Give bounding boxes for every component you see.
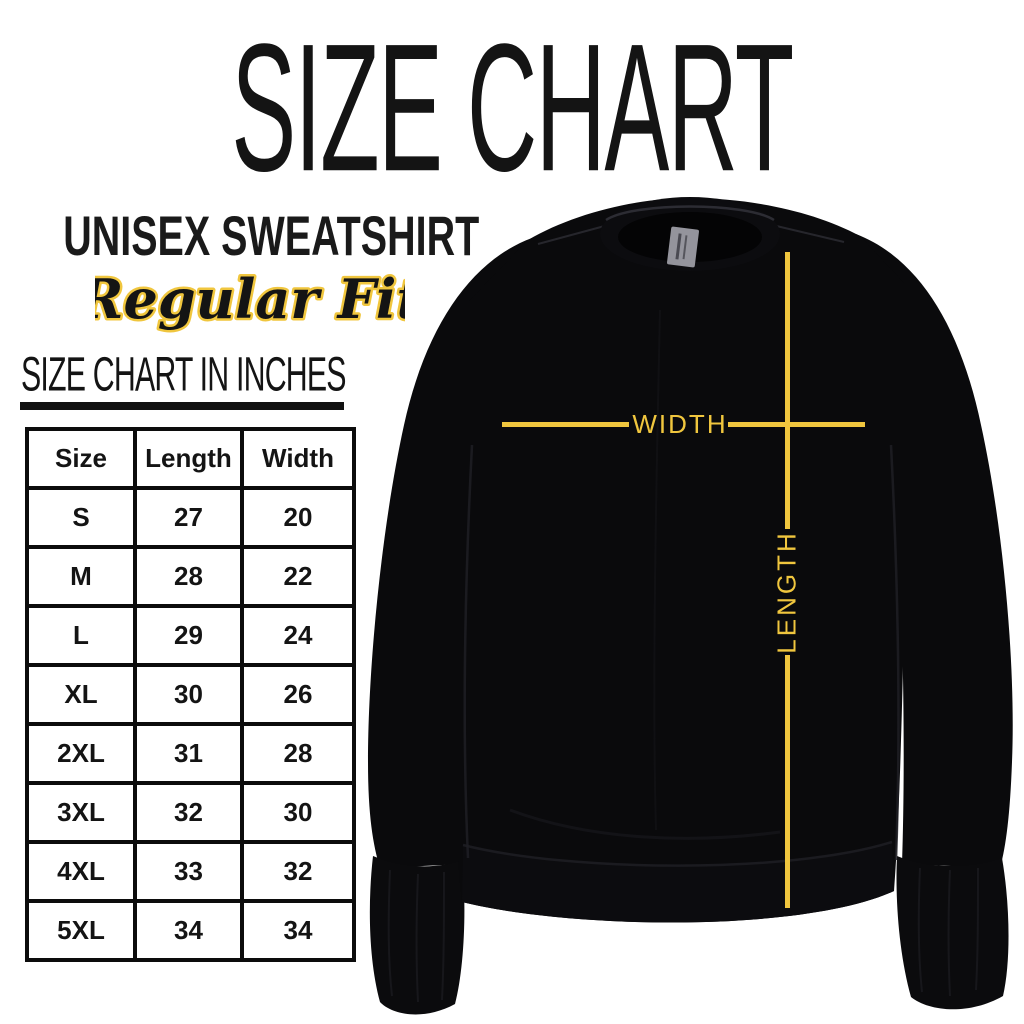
- table-header-row: Size Length Width: [25, 427, 356, 490]
- waistband-seam: [462, 840, 893, 867]
- right-cuff: [896, 856, 1009, 1010]
- table-row: XL 30 26: [25, 663, 356, 726]
- right-shoulder-seam: [767, 223, 845, 243]
- table-row: 4XL 33 32: [25, 840, 356, 903]
- page-title: SIZE CHART: [231, 6, 794, 210]
- collar-rim-highlight: [605, 205, 775, 222]
- size-cell: 5XL: [25, 899, 137, 962]
- length-cell: 29: [133, 604, 244, 667]
- table-row: 2XL 31 28: [25, 722, 356, 785]
- length-cell: 34: [133, 899, 244, 962]
- length-cell: 27: [133, 486, 244, 549]
- fit-label: Regular Fit: [95, 267, 405, 331]
- column-header-width: Width: [240, 427, 356, 490]
- fit-label-script: Regular Fit: [95, 265, 405, 334]
- size-cell: 2XL: [25, 722, 137, 785]
- left-sleeve-seam: [463, 444, 474, 859]
- collar-tag: [667, 226, 699, 268]
- table-row: 3XL 32 30: [25, 781, 356, 844]
- width-cell: 34: [240, 899, 356, 962]
- size-cell: S: [25, 486, 137, 549]
- length-cell: 30: [133, 663, 244, 726]
- length-measure-line-bottom: [785, 655, 790, 908]
- length-cell: 32: [133, 781, 244, 844]
- table-heading: SIZE CHART IN INCHES: [21, 347, 347, 401]
- length-measure-line-top: [785, 252, 790, 529]
- width-cell: 28: [240, 722, 356, 785]
- table-row: L 29 24: [25, 604, 356, 667]
- column-header-length: Length: [133, 427, 244, 490]
- length-cell: 28: [133, 545, 244, 608]
- width-cell: 26: [240, 663, 356, 726]
- size-cell: XL: [25, 663, 137, 726]
- width-measure-line-right: [728, 422, 865, 427]
- product-name: UNISEX SWEATSHIRT: [63, 204, 480, 267]
- size-cell: 3XL: [25, 781, 137, 844]
- sweatshirt-photo: [368, 197, 1013, 1015]
- size-table: Size Length Width S 27 20 M 28 22 L 29 2…: [25, 427, 356, 962]
- left-sleeve: [368, 238, 532, 868]
- left-cuff-rib: [387, 869, 445, 1003]
- width-cell: 30: [240, 781, 356, 844]
- width-cell: 20: [240, 486, 356, 549]
- right-sleeve-seam: [889, 444, 900, 861]
- width-cell: 32: [240, 840, 356, 903]
- width-cell: 24: [240, 604, 356, 667]
- torso: [453, 198, 909, 923]
- body-wrinkle: [509, 808, 781, 840]
- size-cell: M: [25, 545, 137, 608]
- table-row: 5XL 34 34: [25, 899, 356, 962]
- length-cell: 33: [133, 840, 244, 903]
- table-row: M 28 22: [25, 545, 356, 608]
- table-heading-underline: [20, 402, 344, 410]
- center-crease: [653, 309, 661, 831]
- width-label: WIDTH: [632, 409, 728, 439]
- column-header-size: Size: [25, 427, 137, 490]
- size-cell: L: [25, 604, 137, 667]
- right-cuff-rib: [917, 867, 979, 997]
- length-label: LENGTH: [771, 530, 802, 654]
- width-measure-line-left: [502, 422, 629, 427]
- width-cell: 22: [240, 545, 356, 608]
- left-shoulder-seam: [537, 223, 613, 245]
- size-cell: 4XL: [25, 840, 137, 903]
- length-cell: 31: [133, 722, 244, 785]
- table-row: S 27 20: [25, 486, 356, 549]
